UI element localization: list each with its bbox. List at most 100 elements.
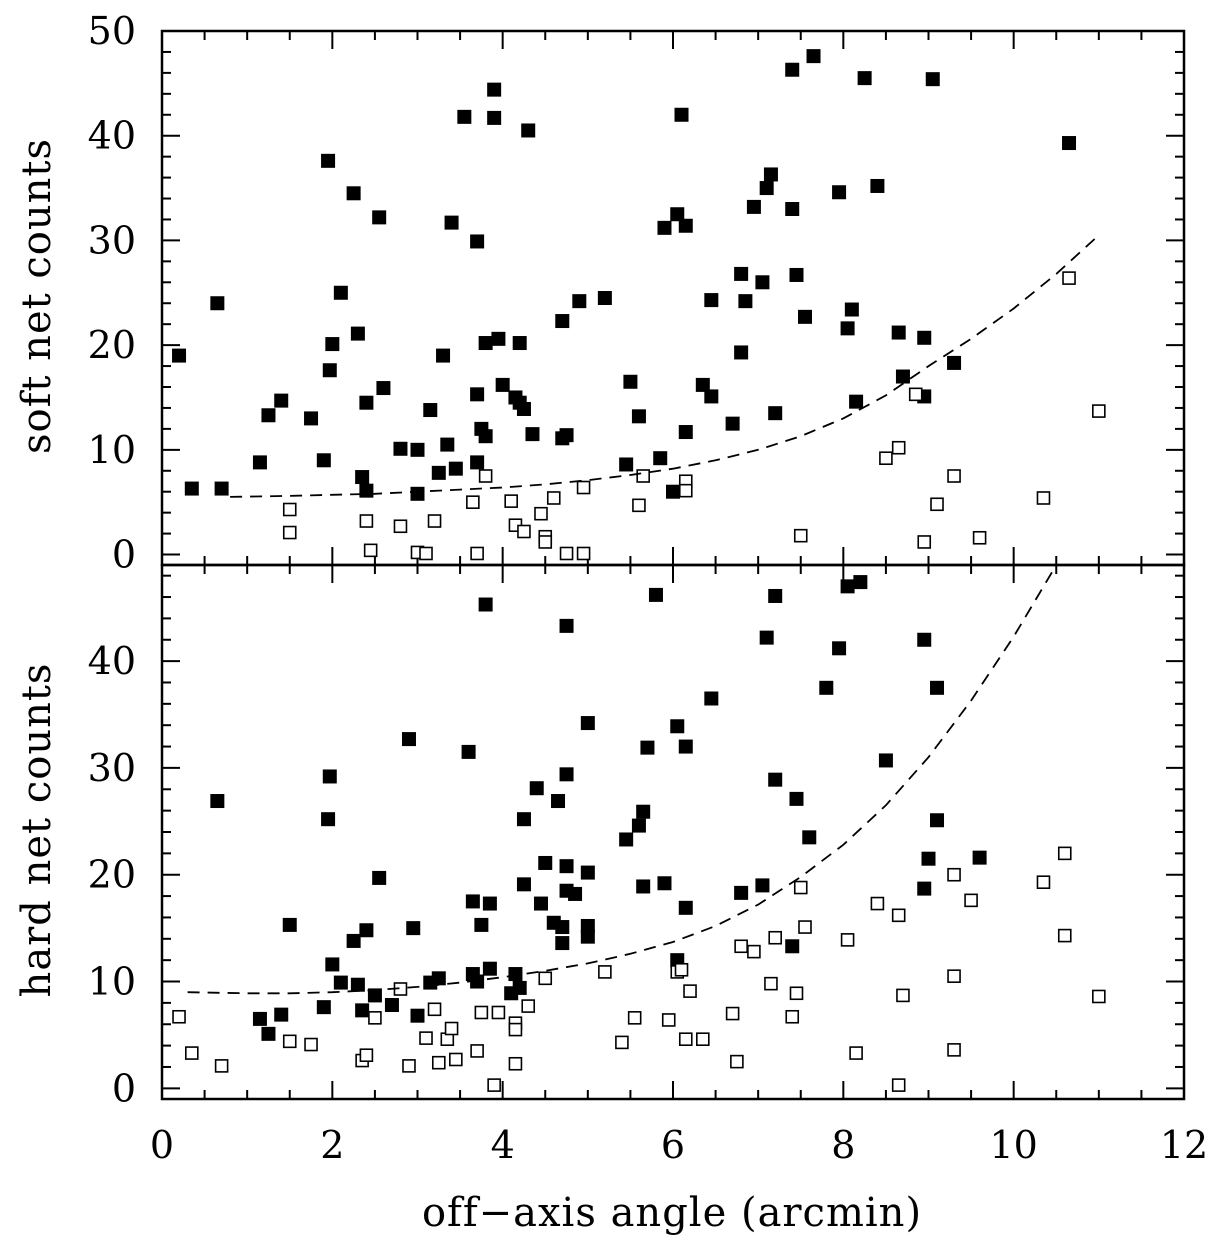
top-filled-point	[440, 437, 455, 452]
bottom-open-point	[730, 1054, 744, 1069]
top-filled-point	[657, 220, 672, 235]
top-open-point	[1036, 491, 1051, 505]
top-filled-point	[172, 348, 187, 363]
bottom-open-point	[304, 1037, 318, 1052]
x-tick-label: 2	[320, 1123, 344, 1167]
top-filled-point	[431, 465, 446, 480]
top-filled-point	[261, 408, 276, 423]
top-filled-point	[840, 321, 855, 336]
top-filled-point	[619, 457, 634, 472]
bottom-open-point	[598, 965, 612, 979]
top-filled-point	[512, 336, 527, 351]
top-open-point	[538, 535, 553, 549]
top-filled-point	[210, 296, 225, 311]
top-y-tick-label: 10	[88, 428, 136, 472]
bottom-y-tick-label: 10	[88, 960, 136, 1004]
top-open-point	[917, 535, 932, 549]
top-filled-point	[252, 455, 267, 470]
bottom-filled-point	[551, 794, 566, 809]
bottom-open-point	[474, 1005, 489, 1020]
bottom-filled-point	[972, 850, 987, 865]
bottom-filled-point	[533, 896, 548, 911]
x-tick-label: 10	[989, 1123, 1037, 1167]
top-filled-point	[470, 455, 485, 470]
bottom-filled-point	[282, 917, 297, 932]
top-y-tick-label: 20	[88, 323, 136, 367]
bottom-y-tick-label: 40	[88, 639, 136, 683]
top-filled-point	[623, 374, 638, 389]
bottom-y-tick-label: 30	[88, 746, 136, 790]
top-filled-point	[1062, 136, 1077, 151]
top-filled-point	[870, 178, 885, 193]
top-filled-point	[895, 369, 910, 384]
bottom-open-point	[444, 1021, 459, 1036]
top-filled-point	[487, 82, 502, 97]
top-open-point	[466, 495, 480, 509]
bottom-open-point	[282, 1034, 297, 1049]
top-filled-point	[798, 309, 813, 324]
top-open-point	[282, 525, 297, 540]
bottom-filled-point	[482, 961, 497, 976]
bottom-open-point	[538, 971, 553, 986]
top-filled-point	[734, 345, 749, 360]
bottom-open-point	[683, 984, 697, 998]
bottom-filled-point	[734, 885, 749, 900]
bottom-open-point	[431, 1055, 446, 1070]
top-filled-point	[806, 49, 821, 64]
top-filled-point	[372, 210, 387, 225]
top-open-point	[470, 546, 484, 561]
top-filled-point	[844, 302, 859, 317]
bottom-filled-point	[367, 988, 382, 1003]
bottom-open-point	[359, 1048, 374, 1063]
bottom-filled-point	[785, 939, 800, 954]
bottom-filled-point	[768, 772, 783, 787]
bottom-open-point	[896, 988, 910, 1003]
top-open-point	[972, 530, 987, 545]
bottom-filled-point	[461, 744, 476, 759]
bottom-filled-point	[657, 876, 672, 891]
bottom-open-point	[747, 944, 761, 959]
top-open-point	[678, 483, 693, 498]
x-tick-label: 12	[1160, 1123, 1208, 1167]
top-filled-point	[785, 202, 800, 216]
bottom-filled-point	[333, 975, 348, 990]
top-filled-point	[832, 185, 847, 200]
top-filled-point	[376, 381, 391, 396]
top-filled-point	[321, 153, 336, 168]
bottom-y-tick-label: 20	[88, 853, 136, 897]
top-open-point	[419, 546, 433, 561]
bottom-filled-point	[878, 753, 893, 768]
top-filled-point	[917, 330, 932, 345]
bottom-open-point	[674, 962, 689, 977]
top-filled-point	[393, 441, 408, 456]
top-filled-point	[759, 181, 774, 196]
top-filled-point	[214, 481, 229, 496]
bottom-open-point	[1057, 846, 1072, 861]
top-y-tick-label: 0	[112, 533, 136, 577]
bottom-open-point	[491, 1005, 506, 1020]
bottom-open-point	[508, 1022, 523, 1037]
top-filled-point	[495, 377, 510, 392]
top-filled-point	[516, 401, 531, 416]
bottom-filled-point	[359, 923, 374, 938]
top-filled-point	[487, 110, 502, 125]
top-filled-point	[304, 411, 319, 426]
top-filled-point	[725, 416, 740, 431]
top-open-point	[359, 514, 374, 528]
bottom-filled-point	[538, 855, 553, 870]
bottom-open-point	[947, 969, 961, 983]
top-filled-point	[333, 285, 348, 300]
top-filled-point	[350, 326, 365, 341]
bottom-filled-point	[568, 886, 583, 901]
x-tick-label: 8	[831, 1123, 855, 1167]
top-y-tick-label: 30	[88, 218, 136, 262]
bottom-open-point	[508, 1056, 523, 1071]
top-filled-point	[768, 406, 783, 421]
top-filled-point	[678, 425, 693, 440]
top-filled-point	[359, 483, 374, 498]
bottom-filled-point	[508, 967, 523, 982]
top-filled-point	[597, 291, 612, 305]
top-y-axis-label: soft net counts	[14, 138, 60, 454]
top-open-point	[427, 514, 442, 528]
